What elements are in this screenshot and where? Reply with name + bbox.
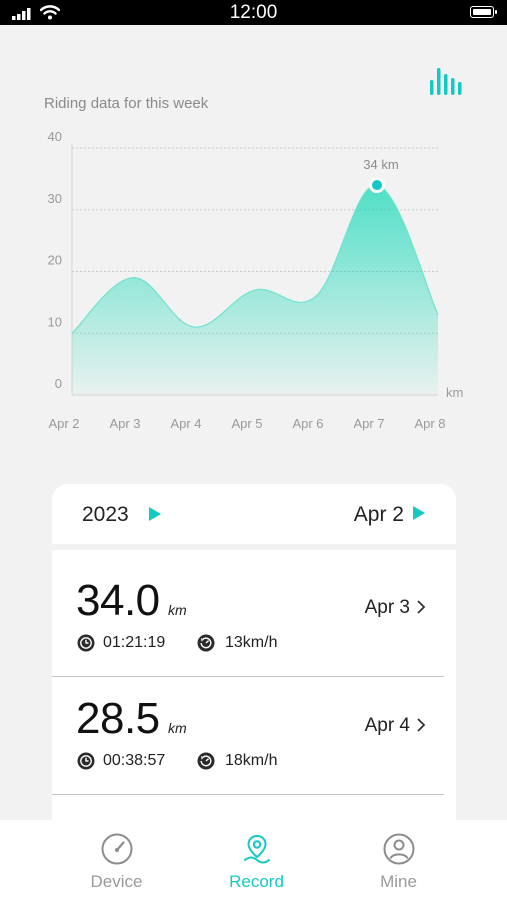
date-dropdown-icon[interactable]: [413, 506, 425, 520]
ride-record-item[interactable]: 34.0 km Apr 3 01:21:19 13km/h: [52, 550, 456, 668]
record-duration: 01:21:19: [103, 634, 166, 651]
tab-mine[interactable]: Mine: [314, 820, 483, 900]
location-pin-icon: [243, 834, 270, 864]
year-selector[interactable]: 2023: [82, 503, 129, 526]
x-axis-unit: km: [446, 385, 463, 400]
y-tick-label: 30: [48, 191, 62, 206]
record-distance: 34.0: [76, 576, 160, 625]
y-tick-label: 20: [48, 253, 62, 268]
ride-records-list: 34.0 km Apr 3 01:21:19 13km/h 28.5 km Ap…: [52, 550, 456, 840]
speed-icon: [197, 752, 215, 770]
date-selector-card: 2023 Apr 2: [52, 484, 456, 544]
x-tick-label: Apr 6: [292, 416, 323, 431]
x-tick-label: Apr 5: [231, 416, 262, 431]
x-tick-label: Apr 7: [353, 416, 384, 431]
status-time: 12:00: [229, 2, 278, 23]
peak-data-label: 34 km: [363, 157, 398, 172]
tab-record[interactable]: Record: [172, 820, 341, 900]
bottom-tab-bar: Device Record Mine: [0, 820, 507, 900]
x-tick-label: Apr 8: [414, 416, 445, 431]
clock-icon: [77, 752, 95, 770]
battery-icon: [470, 6, 497, 18]
x-tick-label: Apr 2: [48, 416, 79, 431]
speed-icon: [197, 634, 215, 652]
ride-record-item[interactable]: 28.5 km Apr 4 00:38:57 18km/h: [52, 668, 456, 786]
record-date: Apr 4: [364, 715, 410, 736]
tab-record-label: Record: [229, 872, 284, 891]
weekly-riding-chart: 0 10 20 30 40 Apr 2 Apr 3 Apr 4 Apr 5 Apr 6 Apr 7…: [48, 130, 464, 431]
x-tick-label: Apr 3: [109, 416, 140, 431]
status-bar: 12:00: [0, 0, 507, 25]
record-divider: [52, 676, 444, 677]
record-divider: [52, 794, 444, 795]
record-duration: 00:38:57: [103, 752, 166, 769]
peak-data-point[interactable]: [369, 177, 385, 194]
tab-mine-label: Mine: [380, 872, 417, 891]
chevron-right-icon: [417, 718, 426, 732]
tab-device-label: Device: [90, 872, 143, 891]
y-tick-label: 40: [48, 130, 62, 144]
record-speed: 18km/h: [225, 752, 278, 769]
user-icon: [383, 833, 414, 865]
bar-chart-icon[interactable]: [428, 66, 462, 96]
riding-area-series: [72, 184, 438, 395]
chart-title: Riding data for this week: [44, 95, 209, 112]
tab-device[interactable]: Device: [32, 820, 201, 900]
y-tick-label: 0: [55, 376, 62, 391]
date-selector[interactable]: Apr 2: [353, 503, 404, 526]
x-tick-label: Apr 4: [170, 416, 201, 431]
record-unit: km: [168, 602, 187, 618]
clock-icon: [77, 634, 95, 652]
record-distance: 28.5: [76, 694, 160, 743]
wifi-icon: [40, 5, 60, 20]
y-tick-label: 10: [48, 314, 62, 329]
record-unit: km: [168, 720, 187, 736]
record-speed: 13km/h: [225, 634, 278, 651]
record-date: Apr 3: [364, 597, 410, 618]
speedometer-icon: [101, 833, 132, 865]
chevron-right-icon: [417, 600, 426, 614]
signal-icon: [12, 8, 31, 20]
year-dropdown-icon[interactable]: [149, 507, 161, 521]
